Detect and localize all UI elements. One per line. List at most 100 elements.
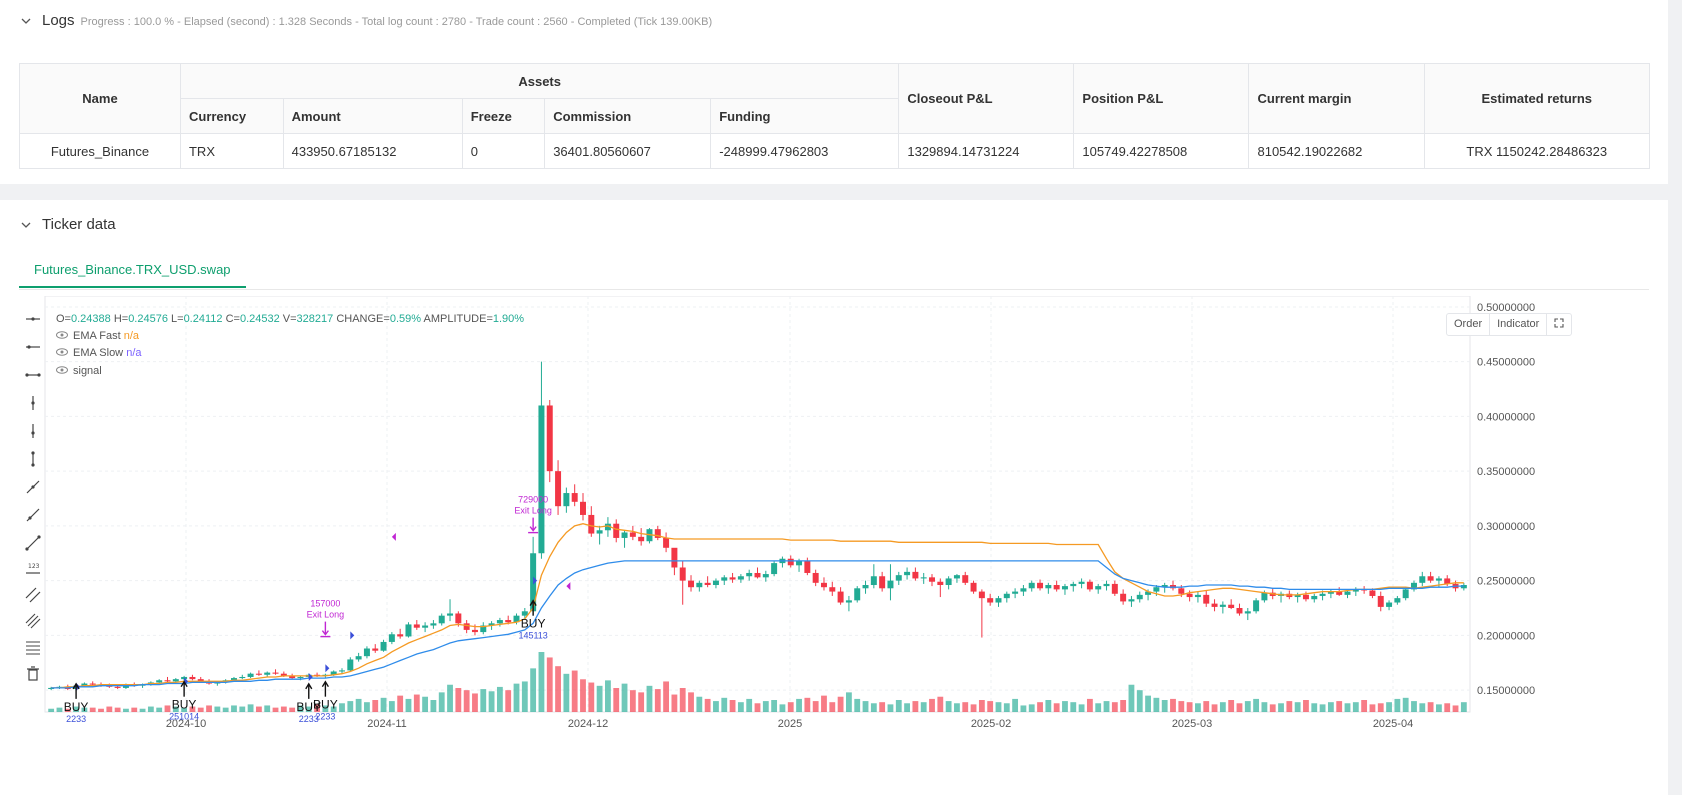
volume-bar xyxy=(513,683,520,712)
volume-bar xyxy=(430,700,437,712)
volume-bar xyxy=(546,657,553,712)
candle-body xyxy=(555,471,562,507)
candle-body xyxy=(1302,594,1309,600)
volume-bar xyxy=(206,705,212,712)
volume-bar xyxy=(796,698,802,712)
candle-body xyxy=(1261,592,1268,601)
pitchfork-icon[interactable] xyxy=(25,613,41,629)
volume-bar xyxy=(521,681,528,712)
ticker-title: Ticker data xyxy=(42,216,116,233)
horizontal-segment-icon[interactable] xyxy=(25,367,41,383)
high-label: H= xyxy=(113,313,129,325)
candle-body xyxy=(1086,581,1093,590)
candle-body xyxy=(1078,581,1085,584)
volume-bar xyxy=(1377,703,1384,712)
eye-icon[interactable] xyxy=(56,347,68,359)
candle-body xyxy=(787,558,794,566)
eye-icon[interactable] xyxy=(56,365,68,377)
logs-panel: Logs Progress : 100.0 % - Elapsed (secon… xyxy=(0,0,1668,184)
buy-label: BUY xyxy=(313,698,338,712)
position-pnl-header: Position P&L xyxy=(1073,63,1250,134)
ticker-header[interactable]: Ticker data xyxy=(18,216,116,233)
volume-bar xyxy=(463,690,470,712)
chart-area[interactable]: 0.50000000 0.45000000 0.40000000 0.35000000… xyxy=(19,296,1649,795)
volume-bar xyxy=(147,706,154,712)
chevron-down-icon[interactable] xyxy=(18,217,34,233)
vertical-line-icon[interactable] xyxy=(25,395,41,411)
candle-body xyxy=(289,675,296,679)
candle-body xyxy=(1020,588,1027,592)
volume-bar xyxy=(1095,703,1102,712)
candle-body xyxy=(172,679,179,682)
volume-bar xyxy=(48,708,55,712)
trend-segment-icon[interactable] xyxy=(25,535,41,551)
candle-body xyxy=(613,523,620,538)
volume-bar xyxy=(239,706,246,712)
candle-body xyxy=(1419,576,1426,583)
candle-body xyxy=(1061,586,1068,590)
candle-body xyxy=(588,514,595,534)
candle-body xyxy=(1161,585,1168,588)
price-label-icon[interactable]: 123 xyxy=(25,561,41,577)
volume-bar xyxy=(854,698,861,712)
candle-body xyxy=(164,680,171,682)
price-chart[interactable]: 0.50000000 0.45000000 0.40000000 0.35000000… xyxy=(19,296,1649,795)
y-tick-label: 0.30000000 xyxy=(1477,521,1535,533)
volume-bar xyxy=(314,704,320,712)
logs-header[interactable]: Logs Progress : 100.0 % - Elapsed (secon… xyxy=(18,12,712,29)
volume-bar xyxy=(397,695,404,712)
candle-body xyxy=(737,576,744,580)
volume-bar xyxy=(1062,701,1068,712)
volume-bar xyxy=(322,705,329,712)
trend-ray-icon[interactable] xyxy=(25,507,41,523)
buy-arrow-head xyxy=(180,680,188,688)
horizontal-line-icon[interactable] xyxy=(25,311,41,327)
volume-bar xyxy=(713,701,719,712)
legend-signal[interactable]: signal xyxy=(56,365,102,377)
volume-bar xyxy=(804,697,811,712)
x-tick-label: 2025-03 xyxy=(1172,718,1212,730)
order-button[interactable]: Order xyxy=(1447,314,1491,335)
candle-body xyxy=(230,678,237,681)
candle-body xyxy=(729,577,736,580)
trend-line-icon[interactable] xyxy=(25,479,41,495)
candle-body xyxy=(1194,594,1201,598)
buy-label: BUY xyxy=(64,700,89,714)
candle-body xyxy=(255,673,262,675)
horizontal-ray-icon[interactable] xyxy=(25,339,41,355)
candle-body xyxy=(81,683,88,686)
fullscreen-icon[interactable] xyxy=(1547,314,1571,335)
row-commission: 36401.80560607 xyxy=(544,133,712,169)
volume-bar xyxy=(1436,704,1442,712)
chevron-down-icon[interactable] xyxy=(18,13,34,29)
vertical-segment-icon[interactable] xyxy=(25,451,41,467)
vertical-ray-icon[interactable] xyxy=(25,423,41,439)
exit-qty-label: 157000 xyxy=(310,599,340,609)
trash-icon[interactable] xyxy=(25,665,41,681)
fibonacci-icon[interactable] xyxy=(25,639,41,655)
candle-body xyxy=(671,547,678,568)
volume-bar xyxy=(970,704,977,712)
candle-body xyxy=(870,576,877,586)
candle-body xyxy=(1386,602,1393,607)
candle-body xyxy=(962,575,969,583)
legend-ema-slow[interactable]: EMA Slow n/a xyxy=(56,347,142,359)
volume-bar xyxy=(704,698,711,712)
candle-body xyxy=(804,560,811,573)
volume-bar xyxy=(189,706,196,712)
y-tick-label: 0.35000000 xyxy=(1477,466,1535,478)
indicator-button[interactable]: Indicator xyxy=(1490,314,1548,335)
volume-bar xyxy=(364,702,370,712)
eye-icon[interactable] xyxy=(56,330,68,342)
volume-bar xyxy=(380,697,387,712)
volume-bar xyxy=(1170,698,1176,712)
volume-bar xyxy=(555,666,561,712)
parallel-channel-icon[interactable] xyxy=(25,587,41,603)
volume-bar xyxy=(272,707,279,712)
legend-ema-fast[interactable]: EMA Fast n/a xyxy=(56,330,139,342)
volume-bar xyxy=(821,695,827,712)
volume-bar xyxy=(846,692,852,712)
signal-triangle xyxy=(308,672,313,681)
candle-body xyxy=(854,588,861,601)
tab-ticker-symbol[interactable]: Futures_Binance.TRX_USD.swap xyxy=(19,252,246,288)
